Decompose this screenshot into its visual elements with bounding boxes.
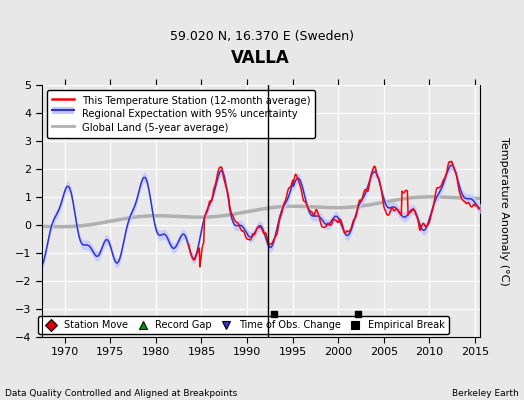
Text: Data Quality Controlled and Aligned at Breakpoints: Data Quality Controlled and Aligned at B… xyxy=(5,389,237,398)
Y-axis label: Temperature Anomaly (°C): Temperature Anomaly (°C) xyxy=(499,136,509,285)
Text: 59.020 N, 16.370 E (Sweden): 59.020 N, 16.370 E (Sweden) xyxy=(170,30,354,43)
Title: VALLA: VALLA xyxy=(232,49,290,67)
Legend: Station Move, Record Gap, Time of Obs. Change, Empirical Break: Station Move, Record Gap, Time of Obs. C… xyxy=(38,316,449,334)
Text: Berkeley Earth: Berkeley Earth xyxy=(452,389,519,398)
